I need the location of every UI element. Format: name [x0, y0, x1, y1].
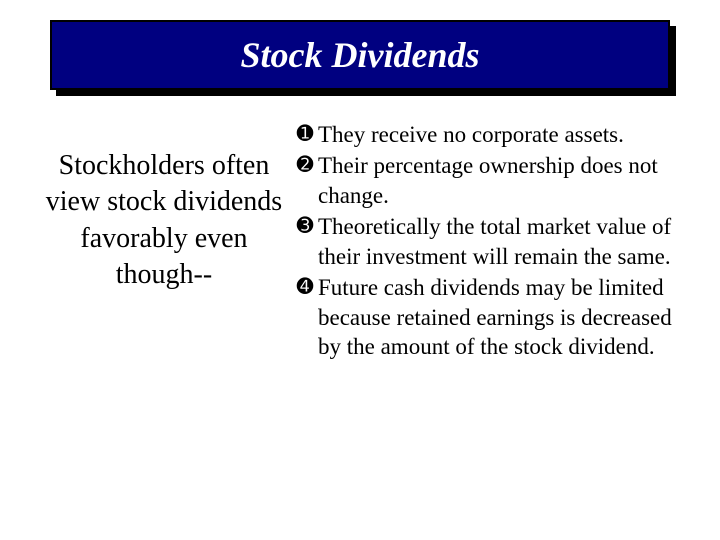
list-item: ➊ They receive no corporate assets.: [292, 120, 676, 149]
bullet-text: Their percentage ownership does not chan…: [318, 151, 676, 210]
bullet-number-icon: ➊: [292, 120, 318, 149]
title-container: Stock Dividends: [50, 20, 670, 90]
left-column-text: Stockholders often view stock dividends …: [44, 120, 284, 364]
list-item: ➍ Future cash dividends may be limited b…: [292, 273, 676, 361]
bullet-text: Theoretically the total market value of …: [318, 212, 676, 271]
slide-title: Stock Dividends: [50, 20, 670, 90]
list-item: ➌ Theoretically the total market value o…: [292, 212, 676, 271]
bullet-list: ➊ They receive no corporate assets. ➋ Th…: [292, 120, 676, 364]
bullet-number-icon: ➍: [292, 273, 318, 302]
bullet-number-icon: ➋: [292, 151, 318, 180]
bullet-number-icon: ➌: [292, 212, 318, 241]
content-area: Stockholders often view stock dividends …: [40, 120, 680, 364]
bullet-text: Future cash dividends may be limited bec…: [318, 273, 676, 361]
bullet-text: They receive no corporate assets.: [318, 120, 676, 149]
list-item: ➋ Their percentage ownership does not ch…: [292, 151, 676, 210]
slide: Stock Dividends Stockholders often view …: [0, 0, 720, 540]
